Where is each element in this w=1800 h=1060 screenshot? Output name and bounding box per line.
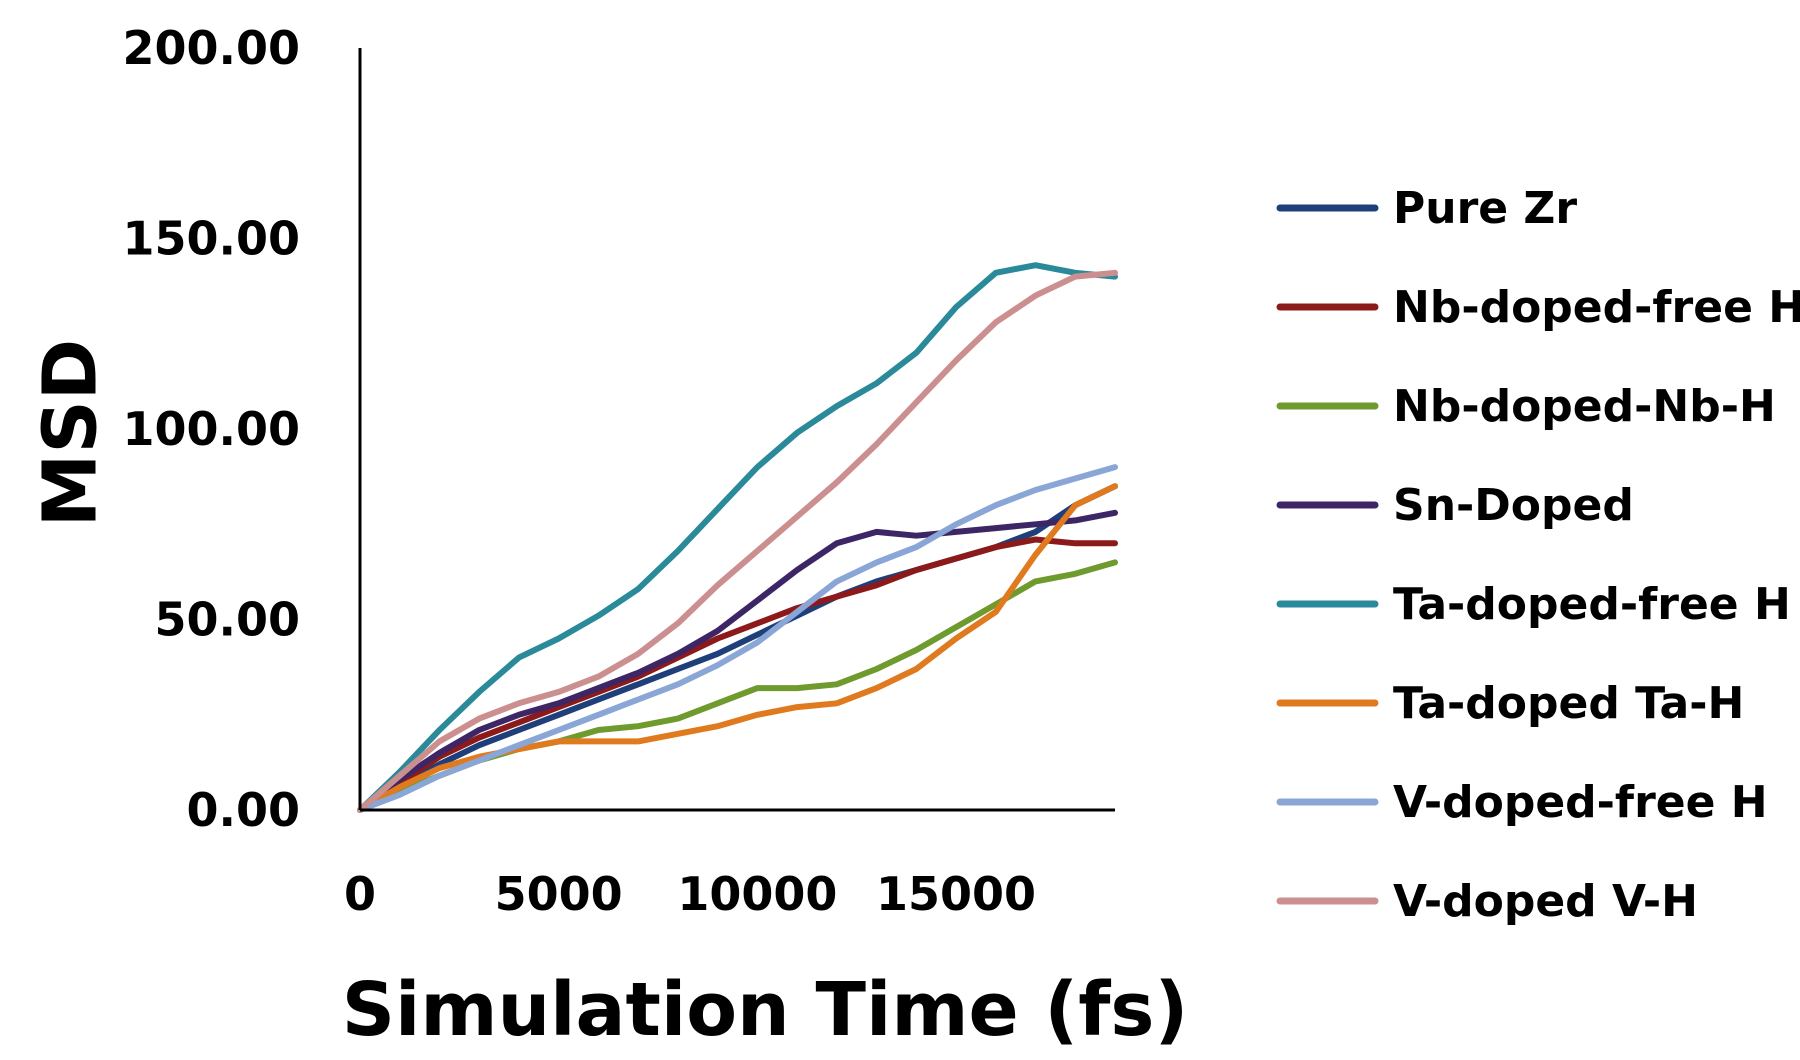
legend-label: Sn-Doped xyxy=(1393,480,1634,531)
legend-label: V-doped-free H xyxy=(1393,777,1768,828)
series-lines xyxy=(357,262,1118,813)
y-tick-label: 200.00 xyxy=(122,21,300,75)
series-line-v-doped-v-h xyxy=(357,269,1118,813)
series-line-nb-doped-free-h xyxy=(357,536,1118,813)
x-axis-ticks: 0 5000 10000 15000 xyxy=(344,867,1036,921)
x-tick-label: 15000 xyxy=(876,867,1036,921)
legend-label: Pure Zr xyxy=(1393,183,1577,234)
legend-label: V-doped V-H xyxy=(1393,876,1698,927)
y-tick-label: 0.00 xyxy=(187,783,301,837)
y-tick-label: 50.00 xyxy=(154,593,300,647)
legend-label: Ta-doped-free H xyxy=(1393,579,1791,630)
x-tick-label: 5000 xyxy=(495,867,623,921)
series-line-sn-doped xyxy=(357,509,1118,813)
x-tick-label: 0 xyxy=(344,867,376,921)
series-line-ta-doped-free-h xyxy=(357,262,1118,813)
legend-label: Ta-doped Ta-H xyxy=(1393,678,1744,729)
legend: Pure Zr Nb-doped-free H Nb-doped-Nb-H Sn-Do… xyxy=(1276,183,1800,927)
y-tick-label: 150.00 xyxy=(122,212,300,266)
legend-label: Nb-doped-free H xyxy=(1393,282,1800,333)
x-axis-title: Simulation Time (fs) xyxy=(342,967,1189,1053)
legend-label: Nb-doped-Nb-H xyxy=(1393,381,1776,432)
y-tick-label: 100.00 xyxy=(122,402,300,456)
y-axis-ticks: 0.00 50.00 100.00 150.00 200.00 xyxy=(122,21,300,837)
x-tick-label: 10000 xyxy=(677,867,837,921)
series-line-v-doped-free-h xyxy=(357,464,1118,813)
y-axis-title: MSD xyxy=(28,339,114,527)
